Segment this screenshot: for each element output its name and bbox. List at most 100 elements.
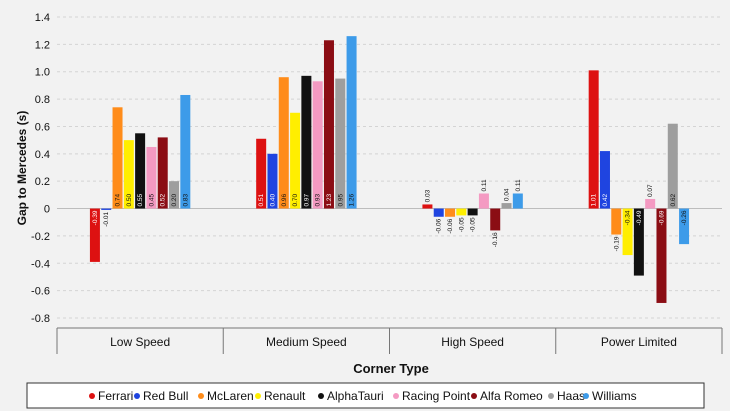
legend-marker <box>134 393 140 399</box>
bar-alfa-romeo-medium-speed <box>323 40 334 209</box>
legend-marker <box>548 393 554 399</box>
bar-haas-power-limited <box>667 123 678 209</box>
data-label: 0.07 <box>647 184 654 197</box>
data-label: 0.97 <box>303 193 310 206</box>
legend-label: Racing Point <box>402 389 471 403</box>
legend: Ferrari Red Bull McLaren Renault AlphaTauri R… <box>26 382 705 409</box>
y-tick-label: -0.4 <box>31 258 50 270</box>
bar-alfa-romeo-power-limited <box>656 208 667 303</box>
data-label: -0.49 <box>636 210 643 225</box>
data-label: 0.04 <box>504 188 511 201</box>
bar-renault-high-speed <box>456 208 467 216</box>
data-label: 0.42 <box>602 193 609 206</box>
y-tick-label: 1.2 <box>35 39 50 51</box>
data-label: -0.39 <box>92 210 99 225</box>
bar-ferrari-high-speed <box>422 204 433 209</box>
y-tick-label: -0.6 <box>31 286 50 298</box>
data-label: -0.06 <box>436 218 443 233</box>
legend-marker <box>198 393 204 399</box>
y-axis-ticks: -0.8 -0.6 -0.4 -0.2 0 0.2 0.4 0.6 0.8 1.0 1.2 1.4 <box>31 12 50 325</box>
y-tick-label: 0 <box>44 204 50 216</box>
bar-haas-high-speed <box>501 203 512 209</box>
bar-renault-medium-speed <box>290 112 301 209</box>
bar-racing-point-power-limited <box>645 198 656 209</box>
bar-alphatauri-low-speed <box>135 133 146 209</box>
x-tick-label: High Speed <box>441 335 504 349</box>
data-label: 1.23 <box>326 193 333 206</box>
data-label: 0.11 <box>481 179 488 192</box>
y-tick-label: 0.2 <box>35 176 50 188</box>
y-tick-label: -0.2 <box>31 231 50 243</box>
bar-ferrari-medium-speed <box>256 138 267 209</box>
data-label: 0.40 <box>270 193 277 206</box>
bars <box>89 36 690 303</box>
bar-ferrari-low-speed <box>89 208 100 262</box>
data-label: 0.20 <box>171 193 178 206</box>
bar-mclaren-medium-speed <box>278 77 289 209</box>
data-label: -0.34 <box>625 210 632 225</box>
y-tick-label: 0.6 <box>35 121 50 133</box>
bar-mclaren-low-speed <box>112 107 123 209</box>
data-label: 0.93 <box>315 193 322 206</box>
data-label: -0.69 <box>659 210 666 225</box>
data-label: 0.11 <box>515 179 522 192</box>
data-label: 0.62 <box>670 193 677 206</box>
x-axis: Low Speed Medium Speed High Speed Power Lim… <box>56 327 723 354</box>
legend-label: Renault <box>264 389 306 403</box>
legend-marker <box>318 393 324 399</box>
bar-red-bull-power-limited <box>599 151 610 209</box>
bar-red-bull-low-speed <box>101 208 112 210</box>
bar-mclaren-high-speed <box>445 208 456 217</box>
bar-williams-low-speed <box>180 94 191 209</box>
bar-alphatauri-medium-speed <box>301 75 312 209</box>
legend-label: Ferrari <box>98 389 133 403</box>
bar-renault-power-limited <box>622 208 633 256</box>
legend-label: Haas <box>557 389 585 403</box>
bar-haas-low-speed <box>169 181 180 209</box>
data-label: 0.03 <box>424 189 431 202</box>
bar-racing-point-medium-speed <box>312 81 323 209</box>
bar-williams-high-speed <box>512 193 523 209</box>
gridlines <box>57 16 722 319</box>
legend-label: McLaren <box>207 389 254 403</box>
y-axis-title: Gap to Mercedes (s) <box>15 111 29 226</box>
data-label: 0.45 <box>148 193 155 206</box>
data-label: -0.01 <box>103 212 110 227</box>
x-tick-label: Low Speed <box>110 335 170 349</box>
y-tick-label: 1.0 <box>35 67 50 79</box>
x-tick-label: Medium Speed <box>266 335 347 349</box>
bar-mclaren-power-limited <box>611 208 622 235</box>
bar-alfa-romeo-low-speed <box>157 137 168 209</box>
bar-williams-medium-speed <box>346 36 357 209</box>
bar-racing-point-low-speed <box>146 146 157 209</box>
y-tick-label: 0.8 <box>35 94 50 106</box>
legend-label: AlphaTauri <box>327 389 384 403</box>
bar-red-bull-medium-speed <box>267 153 278 209</box>
legend-label: Red Bull <box>143 389 188 403</box>
data-labels: -0.39 -0.01 0.74 0.50 0.55 0.45 0.52 0.20 0.83 0.… <box>92 179 688 251</box>
data-label: -0.05 <box>470 217 477 232</box>
data-label: 0.95 <box>337 193 344 206</box>
y-tick-label: 0.4 <box>35 149 50 161</box>
data-label: 0.74 <box>115 193 122 206</box>
bar-renault-low-speed <box>123 140 134 209</box>
data-label: 0.70 <box>292 193 299 206</box>
bar-racing-point-high-speed <box>478 193 489 209</box>
data-label: 0.50 <box>126 193 133 206</box>
legend-marker <box>255 393 261 399</box>
y-tick-label: 1.4 <box>35 12 50 24</box>
x-axis-title: Corner Type <box>353 361 429 376</box>
data-label: 1.01 <box>591 193 598 206</box>
data-label: 0.83 <box>182 193 189 206</box>
data-label: -0.06 <box>447 218 454 233</box>
data-label: 0.96 <box>281 193 288 206</box>
data-label: 0.52 <box>160 193 167 206</box>
bar-haas-medium-speed <box>335 78 346 209</box>
data-label: 0.55 <box>137 193 144 206</box>
bar-alfa-romeo-high-speed <box>490 208 501 231</box>
data-label: -0.05 <box>458 217 465 232</box>
bar-alphatauri-power-limited <box>633 208 644 276</box>
y-tick-label: -0.8 <box>31 313 50 325</box>
